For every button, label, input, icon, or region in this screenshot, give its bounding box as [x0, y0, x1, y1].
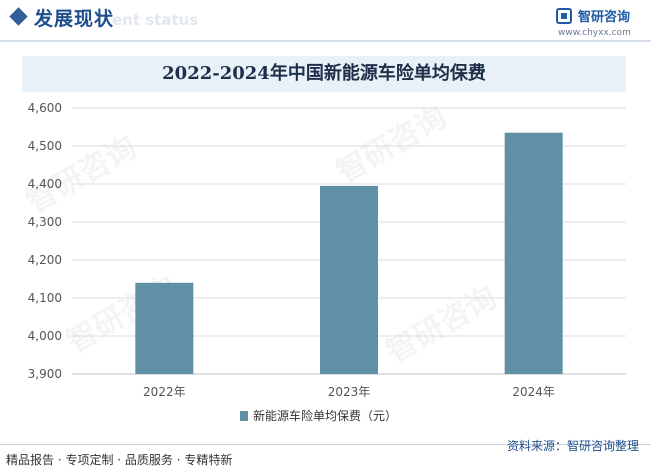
- footer-tagline: 精品报告 · 专项定制 · 品质服务 · 专精特新: [6, 453, 233, 467]
- chart-bars: [135, 132, 563, 374]
- x-axis-ticks: 2022年 2023年 2024年: [143, 385, 555, 399]
- y-tick-label: 4,600: [28, 101, 62, 115]
- chart-legend: 新能源车险单均保费（元）: [240, 408, 397, 423]
- brand-url: www.chyxx.com: [558, 28, 631, 38]
- legend-label: 新能源车险单均保费（元）: [253, 408, 397, 423]
- bar-3: [504, 132, 563, 374]
- y-tick-label: 4,500: [28, 139, 62, 153]
- y-tick-label: 4,300: [28, 215, 62, 229]
- x-tick-label: 2023年: [328, 385, 371, 399]
- footer-divider: [0, 444, 651, 445]
- y-tick-label: 4,400: [28, 177, 62, 191]
- y-tick-label: 4,100: [28, 291, 62, 305]
- brand-logo-icon: [556, 8, 572, 24]
- brand-name: 智研咨询: [578, 10, 631, 25]
- y-tick-label: 3,900: [28, 367, 62, 381]
- header-divider: [0, 40, 651, 42]
- x-tick-label: 2024年: [512, 385, 555, 399]
- bar-1: [135, 282, 194, 374]
- section-title: 发展现状: [34, 8, 115, 30]
- header: 发展现状 ent status 智研咨询 www.chyxx.com: [0, 0, 651, 48]
- legend-swatch: [240, 411, 248, 421]
- bar-2: [320, 185, 378, 374]
- y-tick-label: 4,200: [28, 253, 62, 267]
- source-note: 资料来源：智研咨询整理: [506, 439, 639, 453]
- chart-title-bar: 2022-2024年中国新能源车险单均保费: [22, 56, 626, 92]
- section-subtitle: ent status: [112, 11, 199, 29]
- y-axis-ticks: 3,900 4,000 4,100 4,200 4,300 4,400 4,500 4,600: [28, 101, 62, 381]
- chart-title: 2022-2024年中国新能源车险单均保费: [162, 63, 486, 84]
- y-tick-label: 4,000: [28, 329, 62, 343]
- x-tick-label: 2022年: [143, 385, 186, 399]
